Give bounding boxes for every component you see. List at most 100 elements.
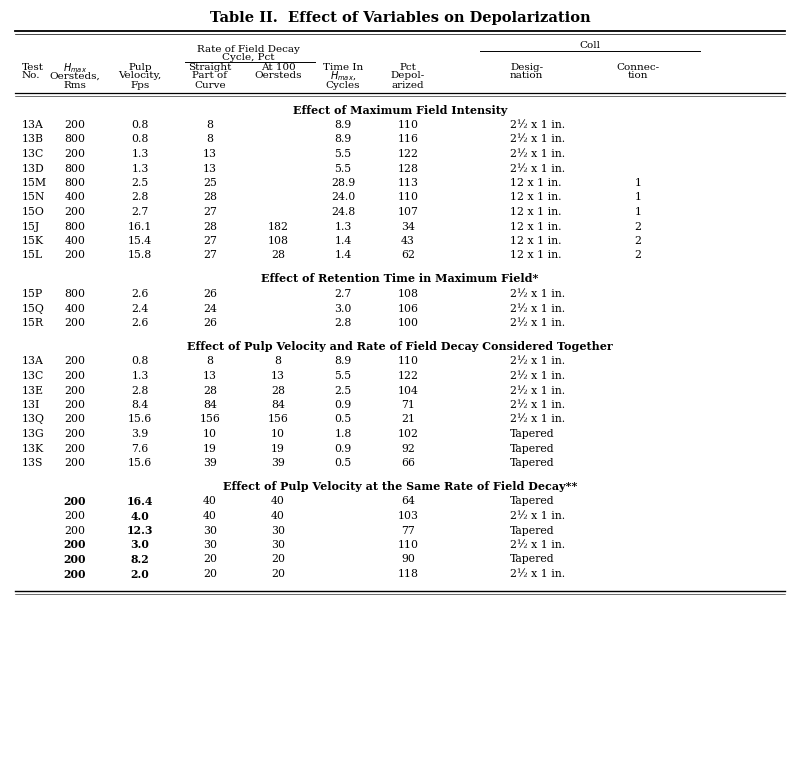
Text: 200: 200 — [65, 525, 86, 535]
Text: 13Q: 13Q — [22, 414, 45, 424]
Text: 122: 122 — [398, 371, 418, 381]
Text: 104: 104 — [398, 385, 418, 395]
Text: 2½ x 1 in.: 2½ x 1 in. — [510, 540, 565, 550]
Text: 13A: 13A — [22, 356, 44, 366]
Text: 2½ x 1 in.: 2½ x 1 in. — [510, 303, 565, 313]
Text: 0.8: 0.8 — [131, 356, 149, 366]
Text: 19: 19 — [271, 444, 285, 453]
Text: Coll: Coll — [579, 41, 601, 50]
Text: Connec-: Connec- — [617, 64, 659, 73]
Text: 1.3: 1.3 — [131, 163, 149, 174]
Text: 8: 8 — [274, 356, 282, 366]
Text: 24: 24 — [203, 303, 217, 313]
Text: 5.5: 5.5 — [334, 149, 351, 159]
Text: 8: 8 — [206, 356, 214, 366]
Text: 19: 19 — [203, 444, 217, 453]
Text: 15.4: 15.4 — [128, 236, 152, 246]
Text: 182: 182 — [267, 221, 289, 231]
Text: 108: 108 — [398, 289, 418, 299]
Text: 110: 110 — [398, 192, 418, 202]
Text: 40: 40 — [271, 496, 285, 506]
Text: 200: 200 — [64, 568, 86, 580]
Text: 27: 27 — [203, 207, 217, 217]
Text: 26: 26 — [203, 289, 217, 299]
Text: 39: 39 — [271, 458, 285, 468]
Text: 1.4: 1.4 — [334, 250, 352, 260]
Text: 2½ x 1 in.: 2½ x 1 in. — [510, 149, 565, 159]
Text: 0.8: 0.8 — [131, 120, 149, 130]
Text: 800: 800 — [65, 178, 86, 188]
Text: 108: 108 — [267, 236, 289, 246]
Text: Velocity,: Velocity, — [118, 71, 162, 80]
Text: arized: arized — [392, 80, 424, 90]
Text: Tapered: Tapered — [510, 429, 554, 439]
Text: 27: 27 — [203, 236, 217, 246]
Text: Depol-: Depol- — [391, 71, 425, 80]
Text: 84: 84 — [203, 400, 217, 410]
Text: nation: nation — [510, 71, 543, 80]
Text: 15L: 15L — [22, 250, 43, 260]
Text: 8.9: 8.9 — [334, 135, 352, 145]
Text: 13: 13 — [203, 163, 217, 174]
Text: 20: 20 — [271, 555, 285, 565]
Text: 156: 156 — [199, 414, 221, 424]
Text: 43: 43 — [401, 236, 415, 246]
Text: 66: 66 — [401, 458, 415, 468]
Text: 0.9: 0.9 — [334, 444, 352, 453]
Text: 200: 200 — [65, 511, 86, 521]
Text: Test: Test — [22, 64, 44, 73]
Text: 106: 106 — [398, 303, 418, 313]
Text: 15P: 15P — [22, 289, 43, 299]
Text: 2½ x 1 in.: 2½ x 1 in. — [510, 289, 565, 299]
Text: 4.0: 4.0 — [130, 510, 150, 522]
Text: 39: 39 — [203, 458, 217, 468]
Text: 26: 26 — [203, 318, 217, 328]
Text: 200: 200 — [65, 356, 86, 366]
Text: 1: 1 — [634, 207, 642, 217]
Text: Table II.  Effect of Variables on Depolarization: Table II. Effect of Variables on Depolar… — [210, 11, 590, 25]
Text: 3.0: 3.0 — [334, 303, 352, 313]
Text: Straight: Straight — [188, 64, 232, 73]
Text: 1.8: 1.8 — [334, 429, 352, 439]
Text: At 100: At 100 — [261, 64, 295, 73]
Text: $H_{max}$: $H_{max}$ — [63, 61, 87, 75]
Text: Rms: Rms — [63, 80, 86, 90]
Text: 2½ x 1 in.: 2½ x 1 in. — [510, 318, 565, 328]
Text: 1: 1 — [634, 192, 642, 202]
Text: 2½ x 1 in.: 2½ x 1 in. — [510, 385, 565, 395]
Text: 2: 2 — [634, 236, 642, 246]
Text: 1: 1 — [634, 178, 642, 188]
Text: 13E: 13E — [22, 385, 44, 395]
Text: 13D: 13D — [22, 163, 45, 174]
Text: 2.5: 2.5 — [131, 178, 149, 188]
Text: 12 x 1 in.: 12 x 1 in. — [510, 178, 562, 188]
Text: Cycle, Pct: Cycle, Pct — [222, 53, 274, 61]
Text: 15Q: 15Q — [22, 303, 45, 313]
Text: 800: 800 — [65, 221, 86, 231]
Text: 24.0: 24.0 — [331, 192, 355, 202]
Text: 13S: 13S — [22, 458, 43, 468]
Text: Effect of Pulp Velocity and Rate of Field Decay Considered Together: Effect of Pulp Velocity and Rate of Fiel… — [187, 341, 613, 352]
Text: 15R: 15R — [22, 318, 44, 328]
Text: 77: 77 — [401, 525, 415, 535]
Text: 62: 62 — [401, 250, 415, 260]
Text: 13C: 13C — [22, 149, 44, 159]
Text: 28: 28 — [203, 192, 217, 202]
Text: 2½ x 1 in.: 2½ x 1 in. — [510, 400, 565, 410]
Text: 1.4: 1.4 — [334, 236, 352, 246]
Text: 20: 20 — [271, 569, 285, 579]
Text: 156: 156 — [267, 414, 289, 424]
Text: 28: 28 — [203, 385, 217, 395]
Text: 25: 25 — [203, 178, 217, 188]
Text: 2.6: 2.6 — [131, 289, 149, 299]
Text: Time In: Time In — [323, 64, 363, 73]
Text: 8.2: 8.2 — [130, 554, 150, 565]
Text: Effect of Pulp Velocity at the Same Rate of Field Decay**: Effect of Pulp Velocity at the Same Rate… — [223, 481, 577, 492]
Text: 15J: 15J — [22, 221, 40, 231]
Text: 71: 71 — [401, 400, 415, 410]
Text: 12.3: 12.3 — [126, 525, 154, 536]
Text: Rate of Field Decay: Rate of Field Decay — [197, 44, 299, 54]
Text: 34: 34 — [401, 221, 415, 231]
Text: 800: 800 — [65, 163, 86, 174]
Text: 12 x 1 in.: 12 x 1 in. — [510, 221, 562, 231]
